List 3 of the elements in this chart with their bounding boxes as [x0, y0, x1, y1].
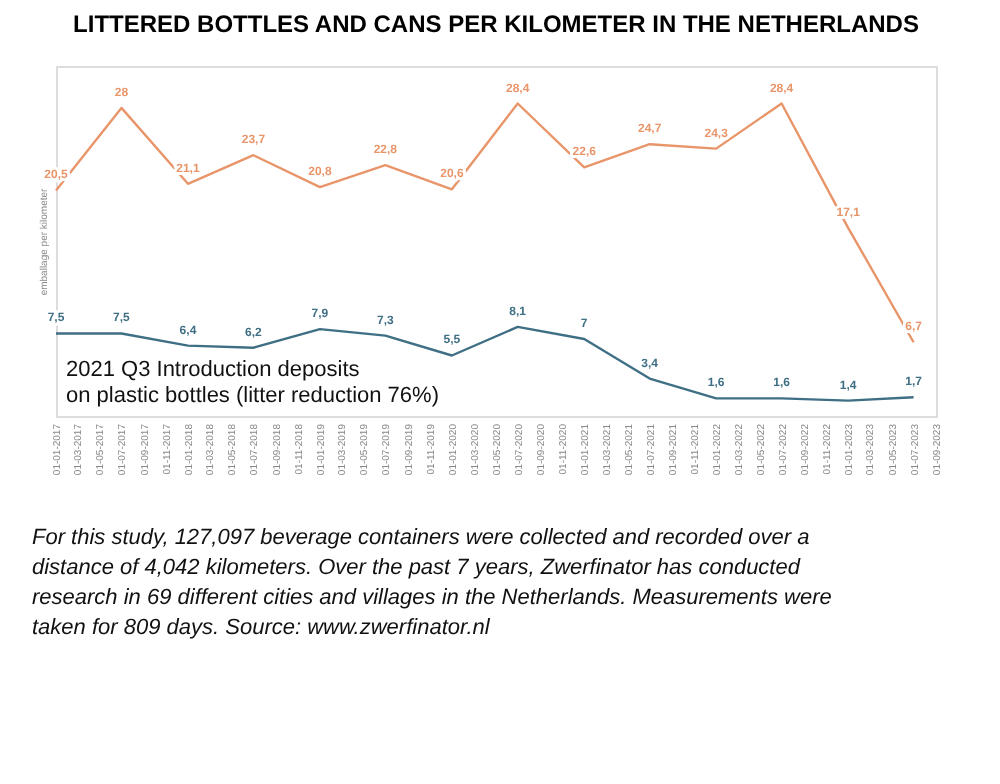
text: For this study, 127,097 beverage containers were collected and recorded over a distance of 4,042 kilometers. Over the past 7 years, Zwerfinator has conducted research in 69 different cities and villages in the Netherlands. Measurements were taken for 809 days. Source: www.zwerfinator.nl [32, 526, 832, 640]
chart-title: LITTERED BOTTLES AND CANS PER KILOMETER IN THE NETHERLANDS [73, 10, 919, 38]
annotation: 2021 Q3 Introduction deposits on plastic bottles (litter reduction 76%) [66, 358, 439, 408]
